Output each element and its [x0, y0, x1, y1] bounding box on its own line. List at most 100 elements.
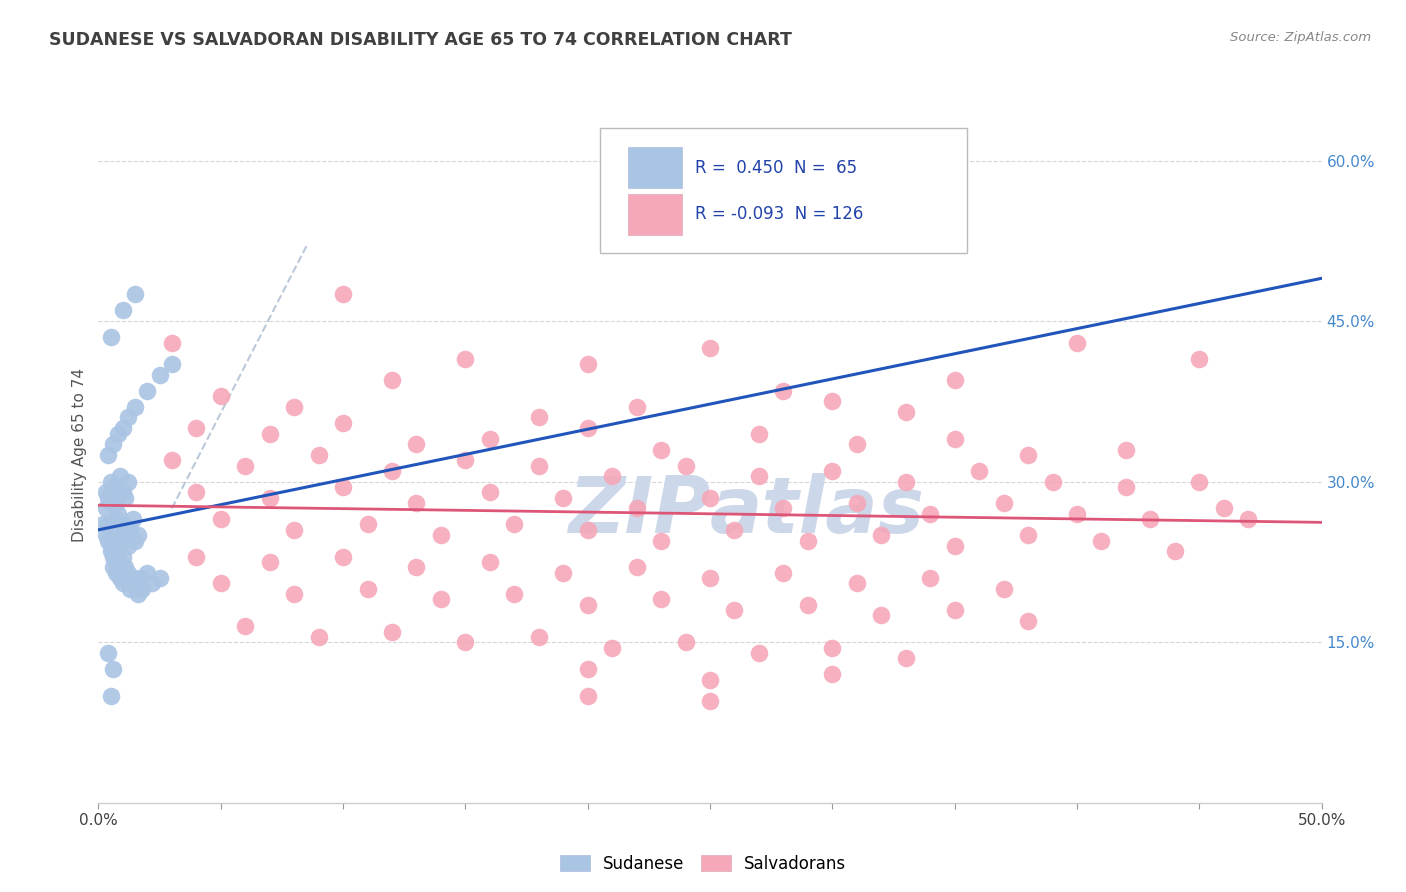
Point — [332, 287, 354, 301]
Point — [283, 587, 305, 601]
Point — [111, 517, 134, 532]
Y-axis label: Disability Age 65 to 74: Disability Age 65 to 74 — [72, 368, 87, 542]
Point — [748, 646, 770, 660]
Point — [1188, 475, 1211, 489]
Point — [101, 528, 124, 542]
Text: ZIP: ZIP — [568, 473, 710, 549]
Point — [94, 501, 117, 516]
Point — [283, 523, 305, 537]
Point — [97, 517, 120, 532]
Legend: Sudanese, Salvadorans: Sudanese, Salvadorans — [553, 848, 853, 880]
FancyBboxPatch shape — [628, 194, 682, 235]
Point — [160, 335, 183, 350]
Point — [160, 453, 183, 467]
Point — [117, 475, 139, 489]
Point — [821, 640, 844, 655]
Point — [107, 544, 129, 558]
Point — [104, 496, 127, 510]
Point — [553, 566, 575, 580]
Point — [699, 571, 721, 585]
Point — [97, 533, 120, 548]
Point — [503, 587, 526, 601]
Point — [308, 448, 330, 462]
Point — [97, 448, 120, 462]
Point — [101, 437, 124, 451]
Point — [553, 491, 575, 505]
Point — [723, 523, 745, 537]
Point — [1212, 501, 1234, 516]
Point — [356, 517, 378, 532]
Point — [381, 373, 404, 387]
Point — [114, 491, 136, 505]
Point — [870, 528, 893, 542]
Point — [100, 539, 122, 553]
Point — [845, 437, 868, 451]
Point — [845, 496, 868, 510]
Point — [381, 624, 404, 639]
Point — [94, 485, 117, 500]
Point — [993, 582, 1015, 596]
Point — [772, 566, 794, 580]
Point — [124, 576, 146, 591]
Point — [699, 694, 721, 708]
Point — [699, 341, 721, 355]
Point — [101, 480, 124, 494]
Point — [894, 405, 917, 419]
Point — [430, 528, 453, 542]
Point — [675, 458, 697, 473]
Point — [821, 464, 844, 478]
Point — [110, 469, 132, 483]
Point — [101, 549, 124, 564]
Point — [478, 432, 501, 446]
Point — [430, 592, 453, 607]
Point — [381, 464, 404, 478]
Point — [870, 608, 893, 623]
Text: atlas: atlas — [710, 473, 925, 549]
Point — [120, 523, 142, 537]
Point — [332, 480, 354, 494]
Point — [97, 646, 120, 660]
Text: Source: ZipAtlas.com: Source: ZipAtlas.com — [1230, 31, 1371, 45]
Point — [772, 501, 794, 516]
Point — [1090, 533, 1112, 548]
Point — [111, 549, 134, 564]
Point — [699, 673, 721, 687]
Point — [136, 566, 159, 580]
Point — [993, 496, 1015, 510]
Point — [117, 566, 139, 580]
Point — [527, 630, 550, 644]
Text: R = -0.093  N = 126: R = -0.093 N = 126 — [696, 205, 863, 223]
Point — [283, 400, 305, 414]
Point — [943, 539, 966, 553]
Point — [405, 496, 427, 510]
Point — [209, 512, 232, 526]
Point — [1017, 614, 1039, 628]
Point — [186, 485, 208, 500]
Point — [405, 437, 427, 451]
Point — [94, 528, 117, 542]
Point — [131, 582, 153, 596]
Point — [967, 464, 990, 478]
Point — [1115, 442, 1137, 457]
Point — [454, 453, 477, 467]
Point — [626, 400, 648, 414]
Point — [100, 496, 122, 510]
Point — [100, 475, 122, 489]
Point — [626, 560, 648, 574]
Point — [107, 507, 129, 521]
Point — [576, 421, 599, 435]
Point — [332, 549, 354, 564]
Point — [1066, 507, 1088, 521]
Point — [723, 603, 745, 617]
Point — [117, 410, 139, 425]
Point — [101, 662, 124, 676]
Point — [186, 549, 208, 564]
Point — [1115, 480, 1137, 494]
Point — [454, 635, 477, 649]
Point — [699, 491, 721, 505]
Point — [894, 651, 917, 665]
Point — [124, 400, 146, 414]
Point — [920, 507, 942, 521]
Point — [600, 640, 623, 655]
Point — [104, 512, 127, 526]
